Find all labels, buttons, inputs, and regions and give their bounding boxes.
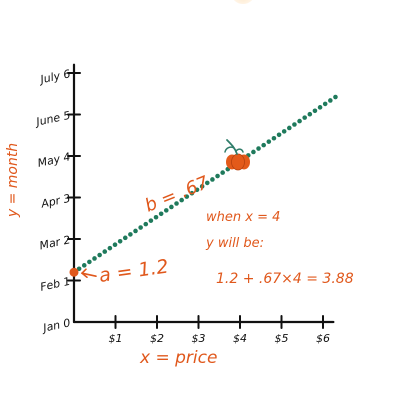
prediction-text-line2: y will be: <box>205 236 264 251</box>
pumpkin-vine <box>224 146 244 153</box>
regression-dot <box>163 208 169 213</box>
regression-dot <box>133 228 138 234</box>
regression-dot <box>184 194 190 199</box>
regression-dot <box>112 242 118 248</box>
prediction-formula: 1.2 + .67×4 = 3.88 <box>216 271 354 287</box>
regression-dot <box>158 211 164 217</box>
y-tick-label: July 6 <box>37 67 71 86</box>
regression-dot <box>76 266 82 272</box>
regression-dot <box>153 214 159 220</box>
regression-dot <box>97 252 102 258</box>
regression-dot <box>215 173 220 179</box>
y-tick-label: Mar 2 <box>38 233 71 252</box>
regression-dot <box>122 235 128 241</box>
intercept-arrowhead <box>80 268 88 278</box>
regression-dot <box>128 232 133 237</box>
y-axis-ticks: Jan 0 Feb 1 Mar 2 Apr 3 May 4 June 5 July 6 <box>33 67 81 335</box>
pumpkin-stem <box>226 139 238 155</box>
regression-dot <box>276 132 282 138</box>
regression-dot <box>81 263 87 268</box>
y-tick-label: May 4 <box>36 150 71 170</box>
regression-dot <box>302 115 307 120</box>
regression-dot <box>87 259 92 265</box>
regression-dot <box>328 98 333 103</box>
regression-dot <box>292 122 297 127</box>
regression-dot <box>102 249 108 254</box>
regression-dot <box>174 201 179 206</box>
y-axis-label: y = month <box>5 143 21 218</box>
x-axis-ticks: $1 $2 $3 $4 $5 $6 <box>109 315 330 345</box>
regression-dot <box>261 142 266 148</box>
x-tick-label: $4 <box>233 332 247 345</box>
regression-dot <box>317 105 323 110</box>
regression-dot <box>194 187 200 193</box>
x-tick-label: $6 <box>316 332 330 345</box>
highlighted-points <box>69 139 250 278</box>
regression-dot <box>143 221 149 227</box>
y-tick-label: Apr 3 <box>39 192 72 211</box>
regression-dot <box>169 204 174 210</box>
regression-dot <box>322 101 328 107</box>
y-tick-label: Jan 0 <box>40 316 72 335</box>
regression-line-dots <box>71 94 338 275</box>
x-tick-label: $3 <box>192 332 206 345</box>
regression-dot <box>204 180 210 186</box>
regression-dot <box>271 135 277 141</box>
x-tick-label: $2 <box>150 332 164 345</box>
sun-glow-decoration <box>232 0 254 4</box>
regression-dot <box>281 129 287 134</box>
pumpkin-icon <box>224 139 250 171</box>
regression-dot <box>312 108 318 114</box>
regression-dot <box>256 146 261 151</box>
x-tick-label: $5 <box>275 332 289 345</box>
intercept-annotation: a = 1.2 <box>98 255 170 287</box>
y-tick-label: Feb 1 <box>39 275 72 294</box>
regression-dot <box>210 177 215 182</box>
x-axis-label: x = price <box>139 348 217 368</box>
regression-dot <box>287 125 292 131</box>
intercept-arrow <box>81 272 97 277</box>
regression-dot <box>107 245 113 251</box>
regression-dot <box>307 111 313 117</box>
regression-dot <box>117 238 123 244</box>
regression-dot <box>148 218 154 223</box>
regression-dot <box>179 197 184 203</box>
y-tick-label: June 5 <box>33 109 71 129</box>
regression-dot <box>220 170 225 175</box>
intercept-point-marker <box>69 267 79 277</box>
x-tick-label: $1 <box>109 332 123 345</box>
regression-dot <box>266 139 272 144</box>
regression-dot <box>138 225 143 230</box>
prediction-text-line1: when x = 4 <box>206 210 280 225</box>
regression-dot <box>199 184 205 189</box>
regression-dot <box>92 256 97 261</box>
regression-dot <box>297 118 302 124</box>
pumpkin-lobe <box>231 153 245 171</box>
regression-dot <box>251 149 256 155</box>
regression-dot <box>189 190 195 196</box>
slope-annotation: b = .67 <box>142 172 212 217</box>
regression-dot <box>333 94 338 100</box>
